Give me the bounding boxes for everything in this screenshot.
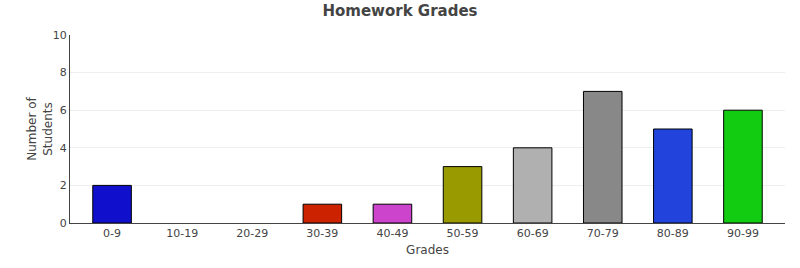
svg-text:Grades: Grades <box>406 243 449 257</box>
svg-text:0-9: 0-9 <box>103 227 121 240</box>
svg-text:10: 10 <box>53 29 67 42</box>
svg-text:70-79: 70-79 <box>587 227 619 240</box>
svg-text:90-99: 90-99 <box>727 227 759 240</box>
svg-text:Number ofStudents: Number ofStudents <box>25 96 55 160</box>
svg-text:30-39: 30-39 <box>306 227 338 240</box>
svg-text:6: 6 <box>60 104 67 117</box>
svg-text:Homework Grades: Homework Grades <box>322 2 477 20</box>
svg-text:50-59: 50-59 <box>447 227 479 240</box>
svg-text:40-49: 40-49 <box>376 227 408 240</box>
svg-text:4: 4 <box>60 142 67 155</box>
svg-text:0: 0 <box>60 217 67 230</box>
svg-text:10-19: 10-19 <box>166 227 198 240</box>
svg-text:8: 8 <box>60 66 67 79</box>
svg-text:20-29: 20-29 <box>236 227 268 240</box>
svg-text:2: 2 <box>60 179 67 192</box>
svg-text:80-89: 80-89 <box>657 227 689 240</box>
svg-text:60-69: 60-69 <box>517 227 549 240</box>
